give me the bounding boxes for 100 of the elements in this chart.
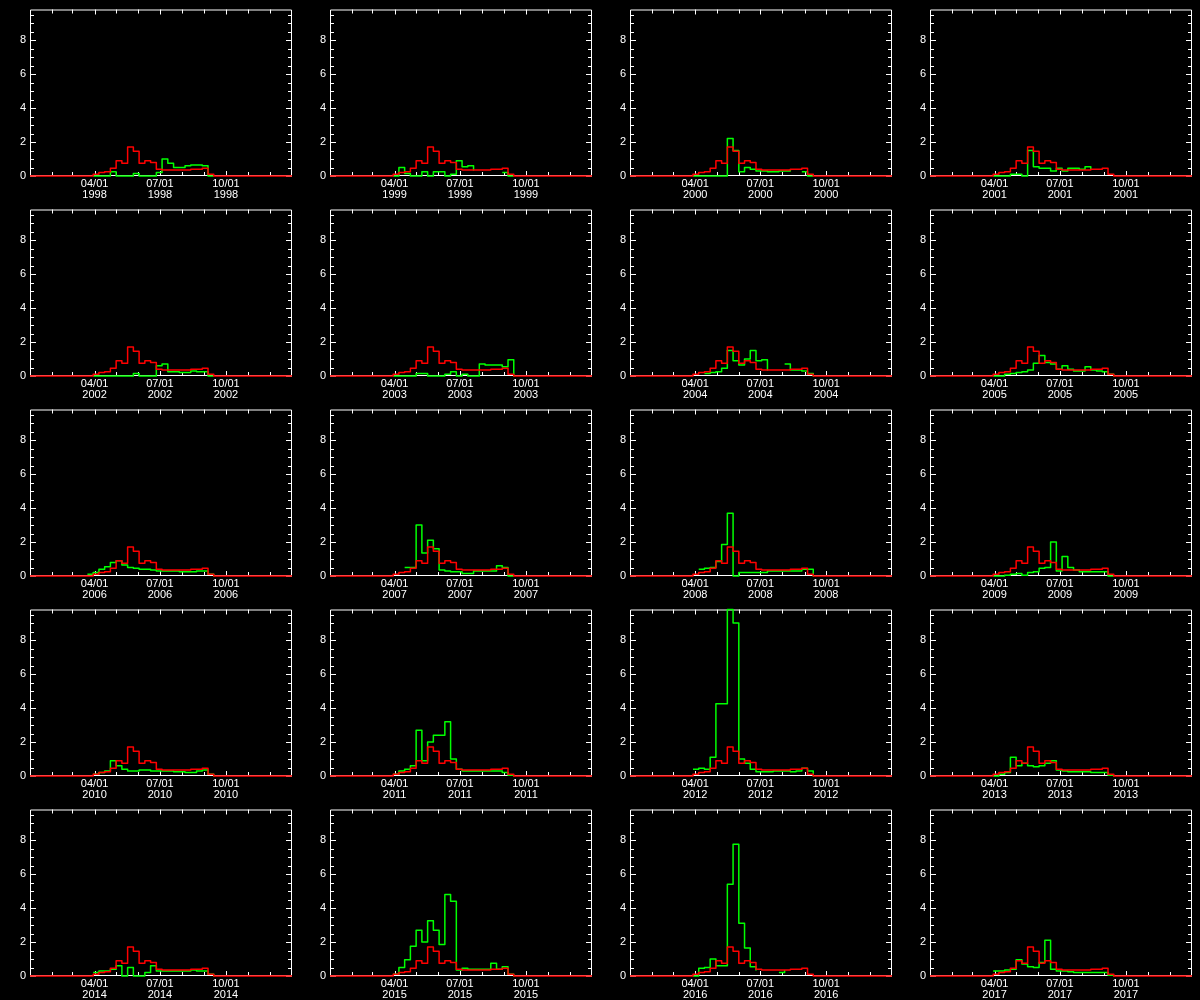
y-tick-label: 0: [19, 569, 26, 582]
x-tick-label: 10/01 2013: [1112, 776, 1140, 800]
x-tick-label: 07/01 2013: [1046, 776, 1074, 800]
y-tick-label: 8: [619, 33, 626, 46]
y-tick-label: 6: [319, 867, 326, 880]
y-tick-label: 2: [619, 535, 626, 548]
y-tick-label: 0: [619, 569, 626, 582]
x-tick-label: 07/01 2014: [146, 976, 174, 1000]
y-tick-label: 2: [919, 735, 926, 748]
y-tick-label: 0: [919, 369, 926, 382]
y-tick-label: 4: [919, 901, 926, 914]
x-tick-label: 04/01 2005: [980, 376, 1009, 400]
x-tick-label: 04/01 2000: [681, 176, 709, 200]
y-tick-label: 0: [919, 969, 926, 982]
x-tick-label: 07/01 2010: [146, 776, 174, 800]
y-tick-label: 8: [319, 433, 326, 446]
y-tick-label: 6: [919, 467, 926, 480]
x-tick-label: 04/01 2006: [80, 576, 109, 600]
x-tick-label: 10/01 2002: [212, 376, 240, 400]
y-tick-label: 4: [619, 701, 626, 714]
x-tick-label: 07/01 1998: [146, 176, 174, 200]
y-tick-label: 0: [619, 969, 626, 982]
y-tick-label: 4: [919, 501, 926, 514]
y-tick-label: 8: [919, 633, 926, 646]
y-tick-label: 8: [19, 433, 26, 446]
y-tick-label: 6: [619, 467, 626, 480]
y-tick-label: 8: [919, 433, 926, 446]
y-tick-label: 2: [919, 935, 926, 948]
y-tick-label: 8: [619, 433, 626, 446]
y-tick-label: 4: [319, 501, 326, 514]
x-tick-label: 10/01 2007: [512, 576, 540, 600]
x-tick-label: 07/01 2001: [1046, 176, 1074, 200]
y-tick-label: 8: [319, 633, 326, 646]
x-tick-label: 07/01 2005: [1046, 376, 1074, 400]
y-tick-label: 6: [619, 867, 626, 880]
y-tick-label: 2: [619, 935, 626, 948]
y-tick-label: 2: [919, 135, 926, 148]
y-tick-label: 8: [19, 233, 26, 246]
x-tick-label: 04/01 2002: [80, 376, 109, 400]
x-tick-label: 07/01 2008: [746, 576, 775, 600]
y-tick-label: 4: [319, 101, 326, 114]
x-tick-label: 07/01 2000: [746, 176, 775, 200]
y-tick-label: 4: [19, 701, 26, 714]
y-tick-label: 4: [919, 701, 926, 714]
y-tick-label: 2: [19, 335, 26, 348]
y-tick-label: 6: [919, 667, 926, 680]
y-tick-label: 8: [19, 33, 26, 46]
y-tick-label: 8: [919, 33, 926, 46]
x-tick-label: 04/01 2003: [380, 376, 409, 400]
y-tick-label: 6: [19, 467, 26, 480]
y-tick-label: 0: [19, 169, 26, 182]
x-tick-label: 04/01 2011: [380, 776, 409, 800]
y-tick-label: 2: [19, 935, 26, 948]
x-tick-label: 04/01 2004: [681, 376, 709, 400]
x-tick-label: 10/01 2015: [512, 976, 540, 1000]
x-tick-label: 10/01 2014: [212, 976, 240, 1000]
x-tick-label: 10/01 2001: [1112, 176, 1140, 200]
x-tick-label: 04/01 2016: [681, 976, 709, 1000]
x-tick-label: 07/01 2006: [146, 576, 174, 600]
x-tick-label: 10/01 1999: [512, 176, 540, 200]
y-tick-label: 4: [19, 101, 26, 114]
y-tick-label: 2: [919, 335, 926, 348]
x-tick-label: 10/01 2006: [212, 576, 240, 600]
y-tick-label: 6: [919, 67, 926, 80]
x-tick-label: 04/01 1999: [380, 176, 409, 200]
x-tick-label: 07/01 2004: [746, 376, 775, 400]
y-tick-label: 6: [19, 267, 26, 280]
y-tick-label: 6: [19, 867, 26, 880]
x-tick-label: 04/01 2013: [980, 776, 1009, 800]
y-tick-label: 2: [619, 735, 626, 748]
x-tick-label: 07/01 2007: [446, 576, 474, 600]
y-tick-label: 0: [19, 969, 26, 982]
x-tick-label: 04/01 2017: [980, 976, 1009, 1000]
y-tick-label: 8: [619, 633, 626, 646]
x-tick-label: 04/01 2008: [681, 576, 709, 600]
y-tick-label: 6: [19, 667, 26, 680]
y-tick-label: 0: [319, 769, 326, 782]
y-tick-label: 8: [319, 233, 326, 246]
y-tick-label: 8: [619, 833, 626, 846]
x-tick-label: 10/01 2008: [812, 576, 840, 600]
x-tick-label: 07/01 2011: [446, 776, 474, 800]
y-tick-label: 4: [619, 101, 626, 114]
x-tick-label: 07/01 2015: [446, 976, 474, 1000]
y-tick-label: 2: [19, 735, 26, 748]
x-tick-label: 10/01 2010: [212, 776, 240, 800]
x-tick-label: 04/01 2012: [681, 776, 709, 800]
x-tick-label: 04/01 2010: [80, 776, 109, 800]
y-tick-label: 4: [919, 101, 926, 114]
y-tick-label: 6: [919, 267, 926, 280]
y-tick-label: 4: [619, 301, 626, 314]
y-tick-label: 8: [919, 233, 926, 246]
x-tick-label: 10/01 2004: [812, 376, 840, 400]
y-tick-label: 0: [919, 169, 926, 182]
y-tick-label: 6: [619, 667, 626, 680]
y-tick-label: 8: [319, 833, 326, 846]
y-tick-label: 6: [619, 67, 626, 80]
y-tick-label: 6: [319, 67, 326, 80]
y-tick-label: 8: [919, 833, 926, 846]
y-tick-label: 0: [619, 369, 626, 382]
x-tick-label: 07/01 2017: [1046, 976, 1074, 1000]
